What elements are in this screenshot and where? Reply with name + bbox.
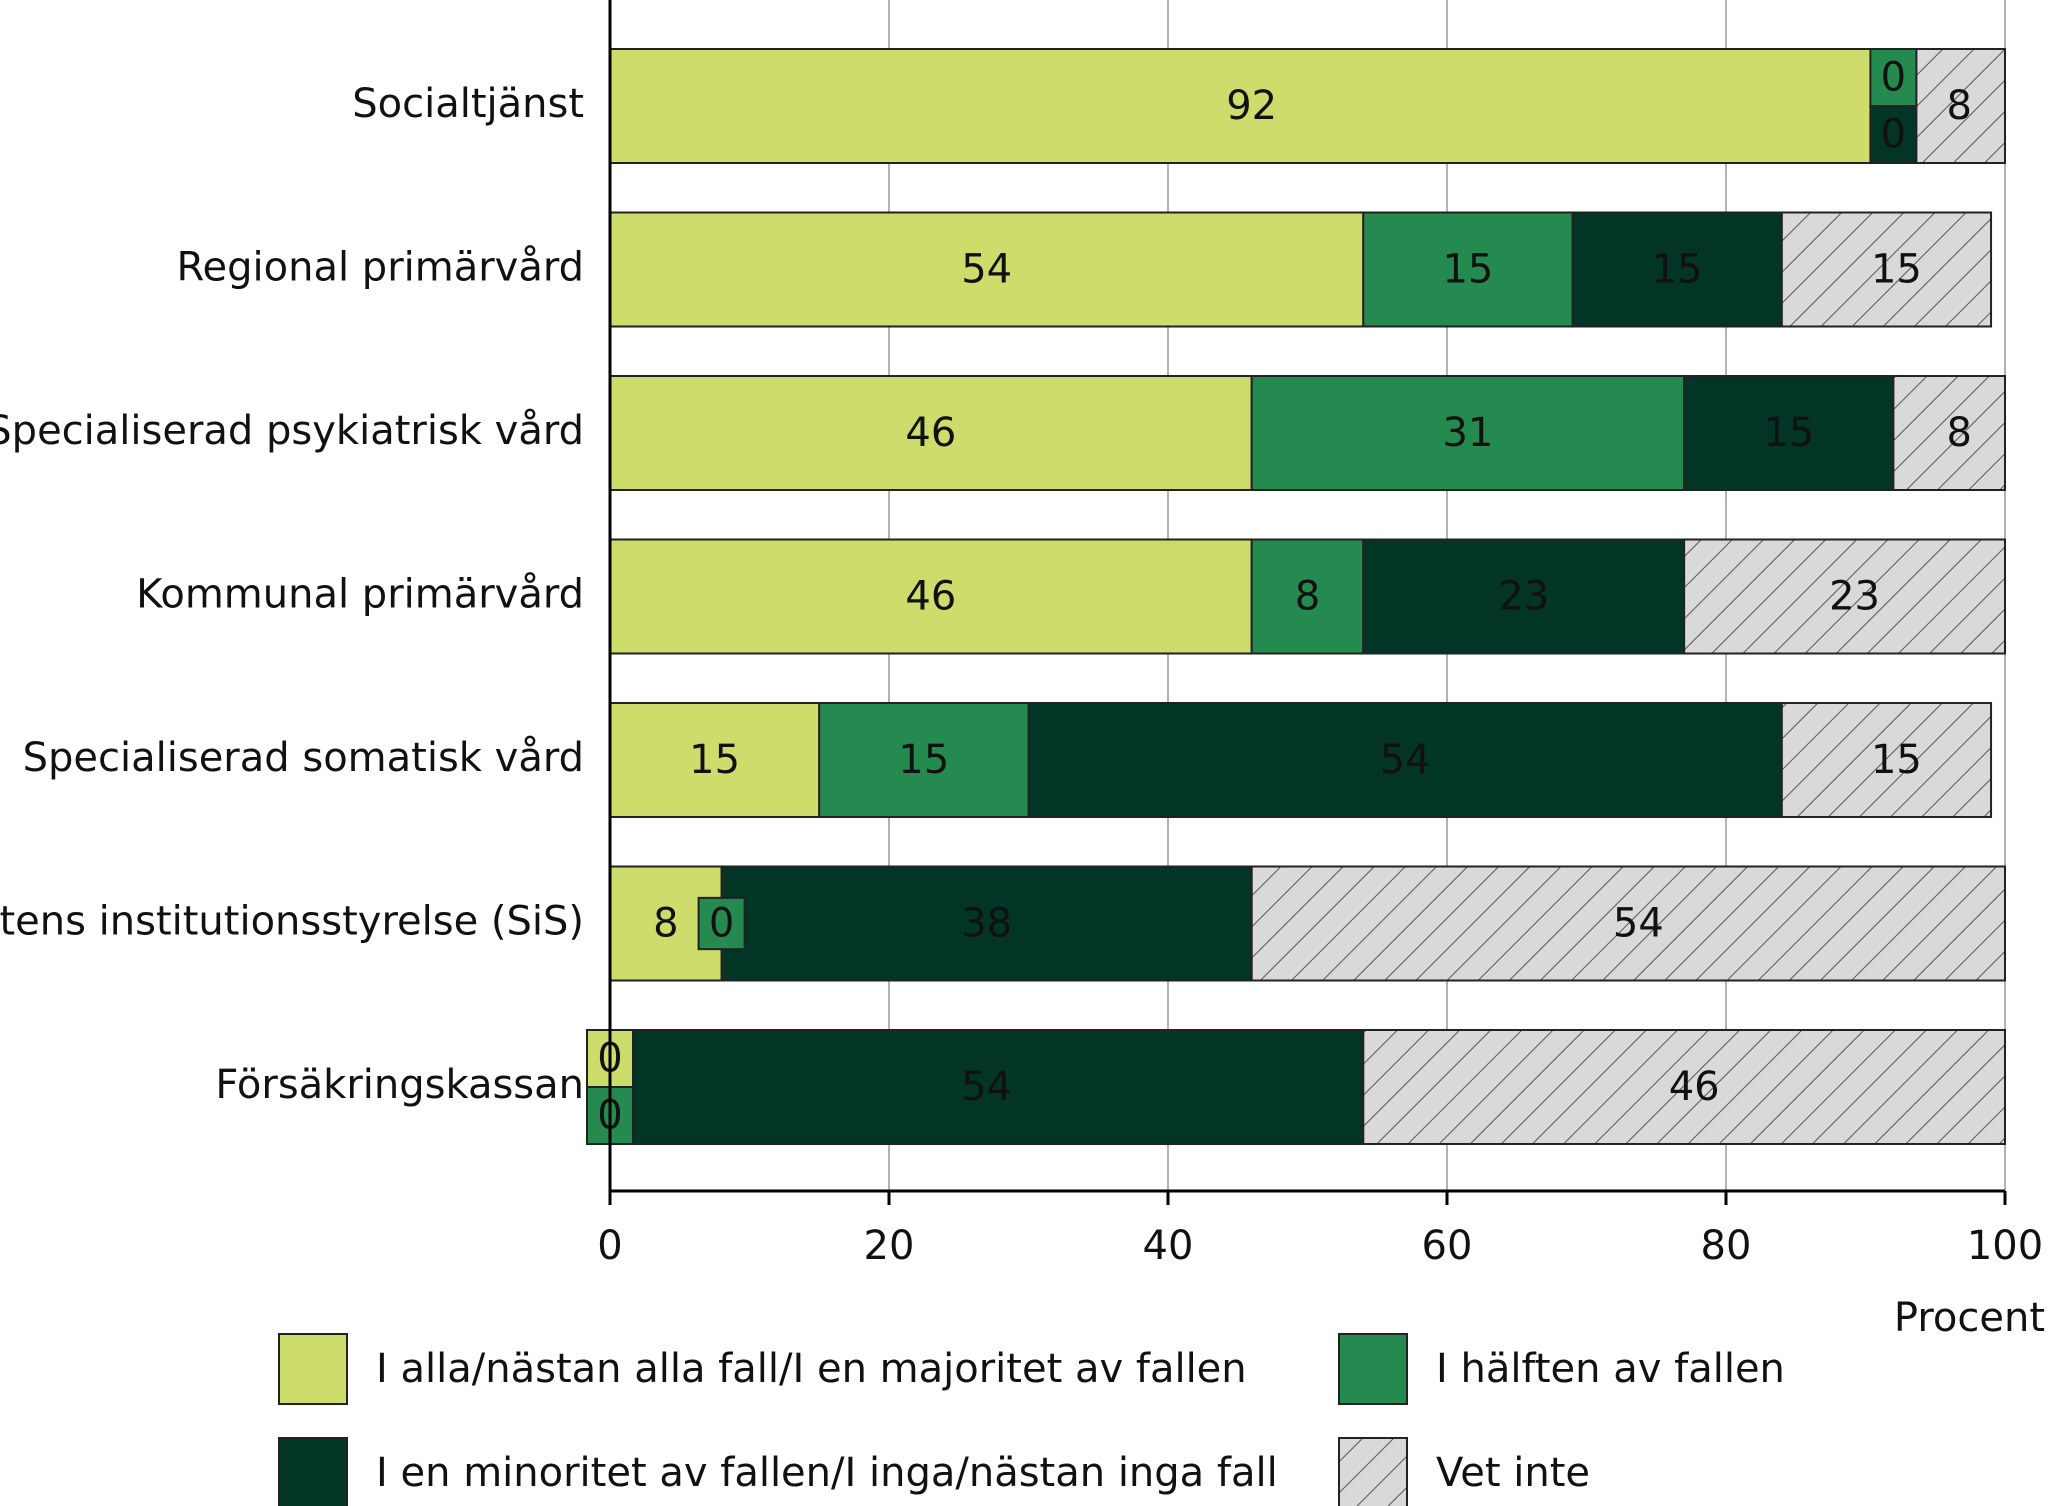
bar-segment [1362,211,1574,328]
value-label: 23 [1829,574,1880,620]
bar-segment [1250,865,2006,982]
legend-label: I alla/nästan alla fall/I en majoritet a… [376,1346,1247,1392]
value-label: 54 [961,1064,1012,1110]
value-label: 54 [1613,901,1664,947]
value-label: 15 [1652,247,1703,293]
value-label: 31 [1442,410,1493,456]
category-label: Kommunal primärvård [136,572,584,618]
value-label: 15 [1763,410,1814,456]
legend-swatch [278,1437,348,1506]
category-label: Statens institutionsstyrelse (SiS) [0,899,584,945]
value-label: 0 [1881,55,1906,101]
legend-label: I hälften av fallen [1436,1346,1785,1392]
bar-segment [1892,375,2007,491]
x-tick-label: 0 [597,1223,622,1269]
category-label: Specialiserad psykiatrisk vård [0,408,584,454]
x-tick-label: 100 [1967,1223,2043,1269]
x-tick-label: 80 [1701,1223,1752,1269]
value-label: 46 [1669,1064,1720,1110]
value-label: 8 [653,901,678,947]
bar-segment [1683,375,1895,491]
value-label: 92 [1226,83,1277,129]
bar-segment [1250,375,1686,491]
bar-segment [609,211,1365,328]
legend-label: Vet inte [1436,1450,1590,1496]
value-label: 0 [709,901,734,947]
value-label: 46 [905,410,956,456]
value-label: 15 [1871,247,1922,293]
value-label: 8 [1946,410,1971,456]
value-label: 15 [898,737,949,783]
bar-segment [1869,48,1918,107]
bar-segment [1780,702,1993,818]
bar-segment [609,375,1253,491]
value-label: 15 [1871,737,1922,783]
bar-segment [609,48,1895,164]
bar-segment [1027,702,1783,818]
x-tick-label: 20 [864,1223,915,1269]
category-label: Socialtjänst [352,81,584,127]
bar-segment [1869,105,1918,164]
bar-segment [1362,1029,2007,1145]
bar-segment [609,702,821,818]
bar-segment [1362,538,1686,655]
value-label: 23 [1498,574,1549,620]
category-label: Regional primärvård [177,245,584,291]
category-label: Försäkringskassan [215,1062,584,1108]
value-label: 38 [961,901,1012,947]
value-label: 8 [1295,574,1320,620]
legend-label: I en minoritet av fallen/I inga/nästan i… [376,1450,1278,1496]
value-label: 15 [1442,247,1493,293]
category-label: Specialiserad somatisk vård [23,735,584,781]
bar-segment [720,865,1253,982]
bar-segment [697,896,746,951]
value-label: 54 [1380,737,1431,783]
legend-swatch [278,1333,348,1405]
value-label: 8 [1946,83,1971,129]
x-tick-label: 60 [1422,1223,1473,1269]
value-label: 15 [689,737,740,783]
bar-segment [1780,211,1993,328]
x-axis-label: Procent [1894,1295,2045,1341]
value-label: 46 [905,574,956,620]
bar-segment [818,702,1030,818]
legend-swatch [1338,1333,1408,1405]
value-label: 0 [1881,112,1906,158]
value-label: 54 [961,247,1012,293]
legend-swatch [1338,1437,1408,1506]
x-tick-label: 40 [1143,1223,1194,1269]
bar-segment [1571,211,1783,328]
bar-segment [1683,538,2007,655]
